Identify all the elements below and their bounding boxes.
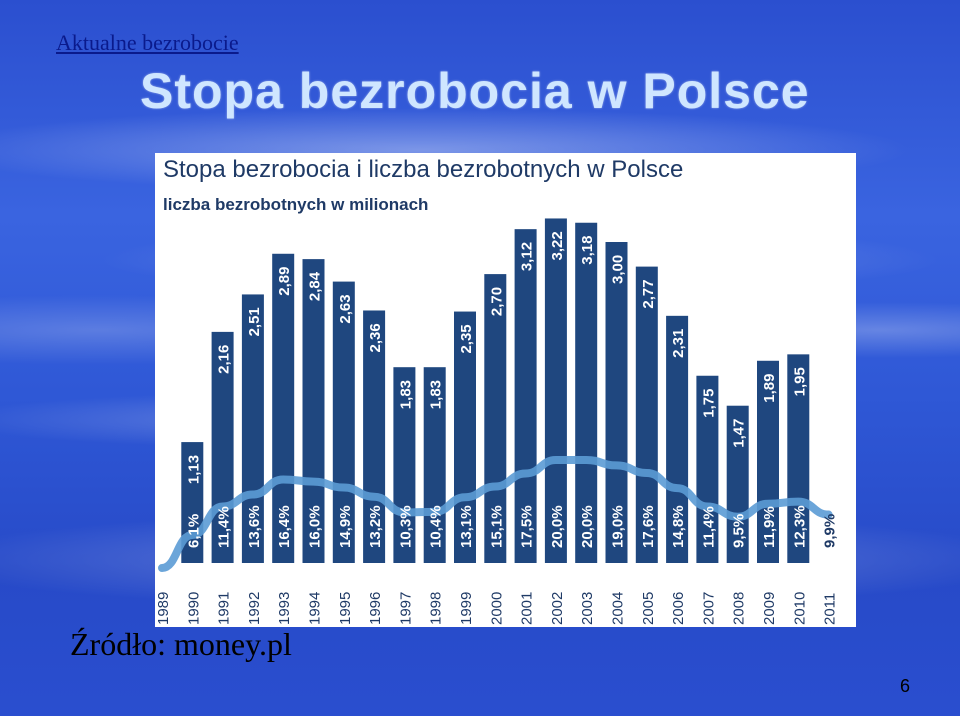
count-label-1997: 1,83 (397, 380, 414, 409)
x-tick-1996: 1996 (367, 592, 384, 625)
count-label-1995: 2,63 (337, 294, 354, 323)
count-label-2006: 2,31 (670, 329, 687, 358)
rate-label-1990: 6,1% (185, 514, 202, 548)
bar-1995 (332, 281, 355, 563)
rate-label-2005: 17,6% (640, 505, 657, 548)
rate-label-2006: 14,8% (670, 505, 687, 548)
rate-label-2008: 9,5% (731, 514, 748, 548)
x-tick-1992: 1992 (246, 592, 263, 625)
x-tick-1993: 1993 (276, 592, 293, 625)
rate-label-2010: 12,3% (791, 505, 808, 548)
chart-panel: Stopa bezrobocia i liczba bezrobotnych w… (155, 153, 856, 627)
bar-2010 (787, 354, 810, 563)
x-tick-1998: 1998 (428, 592, 445, 625)
x-tick-1994: 1994 (307, 592, 324, 625)
x-tick-2004: 2004 (610, 592, 627, 625)
bar-2002 (544, 218, 567, 563)
x-tick-1997: 1997 (397, 592, 414, 625)
x-tick-2003: 2003 (579, 592, 596, 625)
x-tick-2009: 2009 (761, 592, 778, 625)
bar-2004 (605, 242, 628, 563)
x-tick-2010: 2010 (791, 592, 808, 625)
slide-title: Stopa bezrobocia w Polsce (140, 63, 810, 119)
bar-2003 (575, 222, 598, 563)
x-tick-1995: 1995 (337, 592, 354, 625)
rate-line-layer (158, 456, 833, 572)
count-label-2007: 1,75 (700, 389, 717, 418)
rate-label-2002: 20,0% (549, 505, 566, 548)
count-label-1993: 2,89 (276, 267, 293, 296)
count-label-2002: 3,22 (549, 231, 566, 260)
x-tick-1999: 1999 (458, 592, 475, 625)
x-tick-2011: 2011 (822, 593, 839, 625)
chart-title: Stopa bezrobocia i liczba bezrobotnych w… (163, 156, 683, 183)
count-label-1998: 1,83 (428, 380, 445, 409)
count-label-1992: 2,51 (246, 307, 263, 336)
bar-1993 (272, 253, 295, 563)
page-number: 6 (900, 676, 911, 696)
x-axis-ticks: 1989 1990 1991 1992 1993 1994 1995 1996 1997 1998… (155, 592, 839, 625)
bar-2007 (696, 375, 719, 563)
rate-label-2009: 11,9% (761, 506, 778, 548)
count-label-2001: 3,12 (519, 242, 536, 271)
count-label-1994: 2,84 (307, 271, 324, 301)
rate-label-1998: 10,4% (428, 505, 445, 548)
count-label-1996: 2,36 (367, 323, 384, 352)
x-tick-2006: 2006 (670, 592, 687, 625)
count-label-2003: 3,18 (579, 236, 596, 265)
rate-label-1997: 10,3% (397, 505, 414, 548)
source-note: Źródło: money.pl (70, 626, 292, 662)
unemployment-chart: Stopa bezrobocia i liczba bezrobotnych w… (155, 156, 839, 625)
count-label-2010: 1,95 (791, 367, 808, 396)
bar-2001 (514, 229, 537, 563)
rate-label-2007: 11,4% (700, 506, 717, 548)
labels-layer: 6,1% 11,4% 13,6% 16,4% 16,0% 14,9% 13,2% 10,3% 1… (185, 231, 838, 548)
rate-label-2000: 15,1% (488, 505, 505, 548)
count-label-2008: 1,47 (731, 419, 748, 448)
x-tick-1989: 1989 (155, 592, 172, 625)
rate-label-1993: 16,4% (276, 505, 293, 548)
bar-2005 (635, 266, 658, 563)
chart-subtitle: liczba bezrobotnych w milionach (163, 195, 428, 214)
rate-label-2004: 19,0% (610, 505, 627, 548)
bar-1994 (302, 259, 325, 563)
count-label-1999: 2,35 (458, 324, 475, 353)
bar-2009 (757, 360, 779, 563)
rate-label-1996: 13,2% (367, 505, 384, 548)
count-label-1991: 2,16 (216, 345, 233, 374)
x-tick-1990: 1990 (185, 592, 202, 625)
rate-label-2011: 9,9% (822, 514, 839, 548)
rate-label-1995: 14,9% (337, 505, 354, 548)
count-label-2005: 2,77 (640, 279, 657, 308)
rate-label-1994: 16,0% (307, 505, 324, 548)
x-tick-2002: 2002 (549, 592, 566, 625)
x-tick-2008: 2008 (731, 592, 748, 625)
x-tick-2005: 2005 (640, 592, 657, 625)
bar-2006 (666, 315, 689, 563)
rate-label-1992: 13,6% (246, 505, 263, 548)
x-tick-2000: 2000 (488, 592, 505, 625)
count-label-2000: 2,70 (488, 287, 505, 316)
count-label-2009: 1,89 (761, 374, 778, 403)
bar-2008 (726, 405, 749, 563)
rate-label-1991: 11,4% (216, 506, 233, 548)
x-tick-1991: 1991 (216, 592, 233, 625)
rate-label-2001: 17,5% (519, 505, 536, 548)
rate-label-2003: 20,0% (579, 505, 596, 548)
rate-label-1999: 13,1% (458, 505, 475, 548)
x-tick-2007: 2007 (700, 592, 717, 625)
count-label-1990: 1,13 (185, 455, 202, 484)
rate-line (158, 456, 833, 572)
x-tick-2001: 2001 (519, 592, 536, 625)
breadcrumb-link[interactable]: Aktualne bezrobocie (56, 30, 239, 55)
count-label-2004: 3,00 (610, 255, 627, 284)
